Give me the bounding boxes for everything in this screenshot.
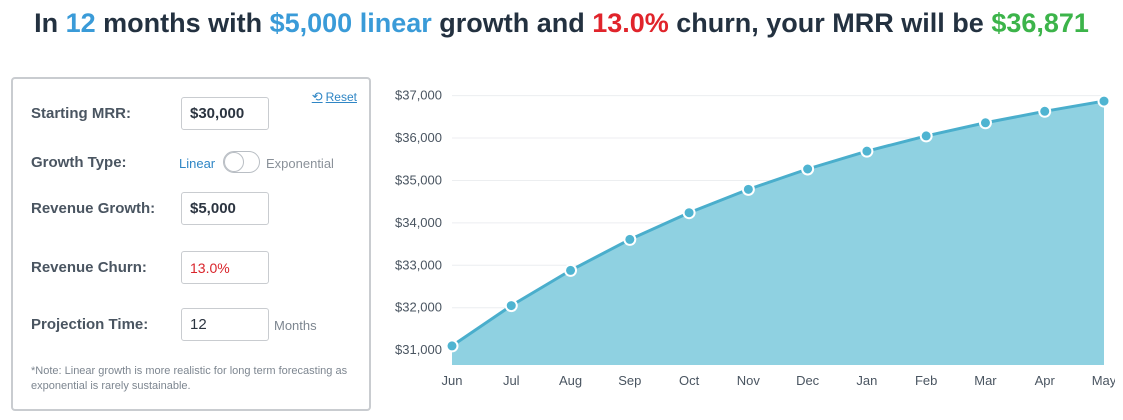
headline-text-1: In xyxy=(34,8,66,38)
x-tick-label: Apr xyxy=(1035,373,1056,388)
mrr-line xyxy=(451,99,1105,348)
revenue-churn-label: Revenue Churn: xyxy=(31,259,147,276)
growth-type-toggle[interactable] xyxy=(223,151,260,173)
calculator-panel: ⟲ Reset Starting MRR: Growth Type: Linea… xyxy=(11,77,371,411)
headline-result: $36,871 xyxy=(991,8,1089,38)
y-tick-label: $37,000 xyxy=(395,88,442,103)
headline-growth: $5,000 linear xyxy=(269,8,432,38)
y-tick-label: $31,000 xyxy=(395,342,442,357)
headline: In 12 months with $5,000 linear growth a… xyxy=(0,8,1123,39)
data-point xyxy=(682,206,696,220)
reset-link[interactable]: ⟲ Reset xyxy=(312,89,357,105)
starting-mrr-input[interactable] xyxy=(181,97,269,130)
y-tick-label: $33,000 xyxy=(395,257,442,272)
headline-text-4: churn, your MRR will be xyxy=(668,8,992,38)
toggle-knob xyxy=(224,152,244,172)
x-tick-label: Sep xyxy=(618,373,641,388)
data-point xyxy=(978,116,992,130)
x-tick-label: Nov xyxy=(737,373,761,388)
y-tick-label: $36,000 xyxy=(395,130,442,145)
revenue-churn-input[interactable] xyxy=(181,251,269,284)
revenue-growth-label: Revenue Growth: xyxy=(31,200,156,217)
starting-mrr-label: Starting MRR: xyxy=(31,105,131,122)
headline-months: 12 xyxy=(65,8,96,38)
growth-type-label: Growth Type: xyxy=(31,154,127,171)
data-point xyxy=(1097,94,1111,108)
reset-label: Reset xyxy=(325,90,357,104)
headline-text-3: growth and xyxy=(431,8,593,38)
projection-time-input[interactable] xyxy=(181,308,269,341)
y-tick-label: $32,000 xyxy=(395,300,442,315)
x-tick-label: Dec xyxy=(796,373,820,388)
mrr-area xyxy=(452,101,1104,365)
projection-time-units: Months xyxy=(274,318,317,333)
x-tick-label: May xyxy=(1092,373,1115,388)
x-tick-label: Oct xyxy=(679,373,700,388)
data-point xyxy=(623,232,637,246)
data-point xyxy=(860,144,874,158)
headline-churn: 13.0% xyxy=(592,8,669,38)
data-point xyxy=(504,299,518,313)
note-text: *Note: Linear growth is more realistic f… xyxy=(31,365,348,392)
growth-type-exponential-option[interactable]: Exponential xyxy=(266,156,334,171)
mrr-chart: $31,000 $32,000 $33,000 $34,000 $35,000 $36,0… xyxy=(395,88,1115,388)
x-tick-label: Jan xyxy=(856,373,877,388)
data-point xyxy=(445,339,459,353)
data-point xyxy=(919,129,933,143)
headline-text-2: months with xyxy=(95,8,270,38)
y-tick-label: $34,000 xyxy=(395,215,442,230)
data-point xyxy=(564,263,578,277)
data-point xyxy=(801,162,815,176)
projection-time-label: Projection Time: xyxy=(31,316,149,333)
reset-icon: ⟲ xyxy=(311,89,323,104)
growth-type-linear-option[interactable]: Linear xyxy=(179,156,216,171)
y-tick-label: $35,000 xyxy=(395,172,442,187)
data-point xyxy=(1038,104,1052,118)
data-point xyxy=(741,182,755,196)
revenue-growth-input[interactable] xyxy=(181,192,269,225)
x-tick-label: Mar xyxy=(974,373,997,388)
x-tick-label: Jul xyxy=(503,373,520,388)
x-tick-label: Aug xyxy=(559,373,582,388)
x-tick-label: Jun xyxy=(442,373,463,388)
x-tick-label: Feb xyxy=(915,373,937,388)
